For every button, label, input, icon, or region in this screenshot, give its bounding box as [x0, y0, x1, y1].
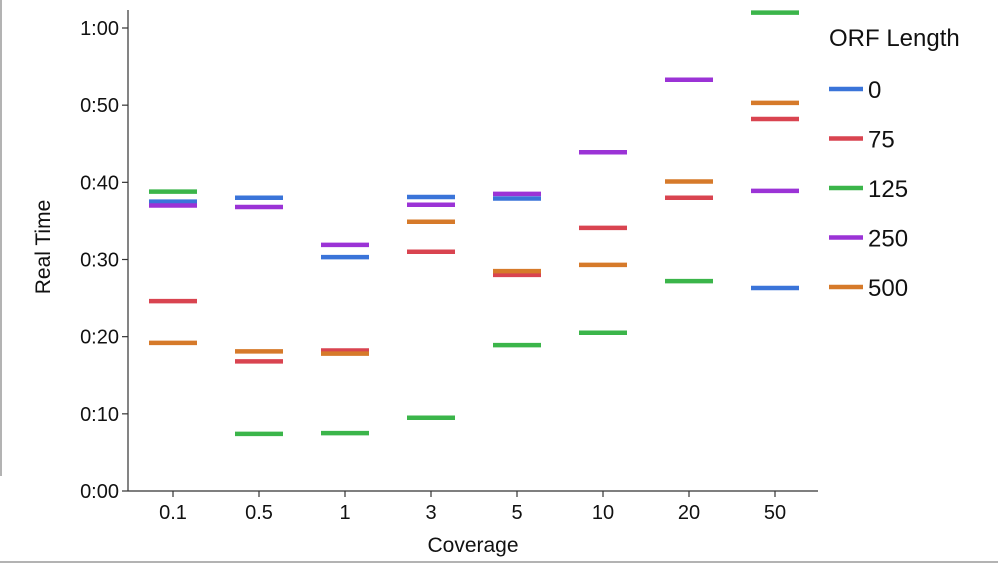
legend-label-125: 125 [868, 176, 908, 203]
legend-label-0: 0 [868, 77, 881, 104]
legend: ORF Length 0 75 125 250 500 [829, 25, 960, 302]
y-tick-label: 0:40 [80, 172, 119, 194]
y-tick-label: 0:50 [80, 95, 119, 117]
x-tick-label: 10 [592, 502, 614, 524]
x-tick-label: 0.5 [245, 502, 273, 524]
y-tick-label: 0:30 [80, 250, 119, 272]
y-tick-label: 1:00 [80, 18, 119, 40]
y-tick-label: 0:00 [80, 481, 119, 503]
x-tick-label: 20 [678, 502, 700, 524]
x-tick-label: 50 [764, 502, 786, 524]
x-axis-title: Coverage [427, 534, 518, 557]
y-tick-label: 0:10 [80, 404, 119, 426]
legend-label-250: 250 [868, 226, 908, 253]
y-axis-title: Real Time [32, 200, 55, 295]
x-tick-label: 0.1 [159, 502, 187, 524]
x-tick-label: 1 [339, 502, 350, 524]
axes: 0:00 0:10 0:20 0:30 0:40 0:50 1:00 0.1 0.5 1 3 5 10 2… [32, 10, 818, 557]
x-tick-label: 5 [511, 502, 522, 524]
legend-label-500: 500 [868, 275, 908, 302]
x-tick-label: 3 [425, 502, 436, 524]
legend-title: ORF Length [829, 25, 960, 52]
y-tick-label: 0:20 [80, 327, 119, 349]
data-marks [149, 10, 799, 437]
legend-label-75: 75 [868, 127, 895, 154]
